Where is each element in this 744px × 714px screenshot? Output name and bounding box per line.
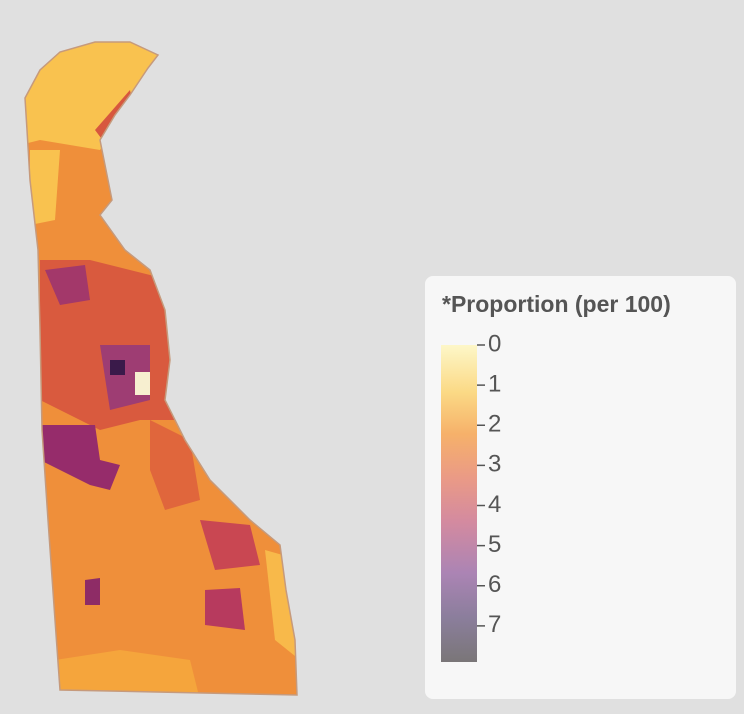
legend-box xyxy=(425,276,736,699)
tick-label: 4 xyxy=(488,491,501,518)
region xyxy=(110,360,125,375)
region xyxy=(85,578,100,605)
tick-label: 3 xyxy=(488,451,501,478)
region xyxy=(45,265,90,305)
legend: *Proportion (per 100) xyxy=(425,276,736,699)
state-outline xyxy=(24,41,298,696)
region xyxy=(200,520,260,570)
region xyxy=(40,425,120,490)
tick-label: 2 xyxy=(488,411,501,438)
color-bar xyxy=(441,345,477,662)
region xyxy=(135,372,150,395)
region xyxy=(25,42,297,150)
tick-label: 0 xyxy=(488,330,501,357)
tick-label: 7 xyxy=(488,611,501,638)
map xyxy=(25,42,297,695)
region xyxy=(55,650,200,695)
region xyxy=(205,588,245,630)
region xyxy=(30,150,60,225)
tick-label: 5 xyxy=(488,531,501,558)
tick-label: 1 xyxy=(488,370,501,397)
legend-title: *Proportion (per 100) xyxy=(442,291,671,317)
tick-label: 6 xyxy=(488,571,501,598)
